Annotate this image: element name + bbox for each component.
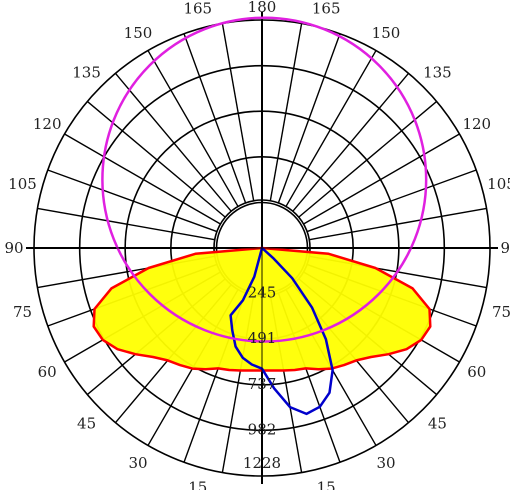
angle-label: 165 bbox=[312, 0, 341, 18]
angle-label: 105 bbox=[487, 175, 510, 193]
spoke-200 bbox=[183, 33, 247, 204]
spoke-190 bbox=[221, 23, 255, 201]
spoke-110 bbox=[306, 169, 477, 233]
angle-label: 135 bbox=[423, 64, 452, 82]
angle-label: 150 bbox=[372, 24, 401, 42]
radial-tick-label: 491 bbox=[248, 329, 277, 347]
spoke-100 bbox=[309, 207, 487, 241]
angle-label: 90 bbox=[500, 239, 510, 257]
angle-label: 105 bbox=[8, 175, 37, 193]
angle-label: 135 bbox=[72, 64, 101, 82]
angle-label: 0 bbox=[257, 487, 267, 490]
angle-label: 180 bbox=[248, 0, 277, 16]
angle-label: 120 bbox=[462, 115, 491, 133]
radial-tick-label: 1228 bbox=[243, 454, 281, 472]
angle-label: 60 bbox=[38, 363, 57, 381]
spoke-230 bbox=[86, 100, 226, 218]
series-layer bbox=[34, 16, 490, 476]
angle-label: 60 bbox=[467, 363, 486, 381]
angle-label: 75 bbox=[13, 303, 32, 321]
angle-label: 120 bbox=[33, 115, 62, 133]
angle-label: 15 bbox=[188, 479, 207, 490]
spoke-210 bbox=[147, 50, 239, 207]
series-curve-1 bbox=[229, 246, 334, 416]
angle-label: 15 bbox=[317, 479, 336, 490]
angle-label: 150 bbox=[124, 24, 153, 42]
spoke-130 bbox=[298, 100, 438, 218]
spoke-160 bbox=[277, 33, 341, 204]
spoke-220 bbox=[114, 72, 232, 212]
spoke-260 bbox=[37, 207, 215, 241]
radial-tick-label: 245 bbox=[248, 283, 277, 301]
spoke-250 bbox=[47, 169, 218, 233]
spoke-140 bbox=[292, 72, 410, 212]
spoke-240 bbox=[64, 133, 221, 225]
radial-tick-label: 737 bbox=[248, 375, 277, 393]
angle-label: 30 bbox=[376, 454, 395, 472]
angle-label: 30 bbox=[128, 454, 147, 472]
spoke-170 bbox=[269, 23, 303, 201]
spoke-150 bbox=[285, 50, 377, 207]
radial-tick-label: 982 bbox=[248, 420, 277, 438]
angle-label: 75 bbox=[492, 303, 510, 321]
angle-label: 90 bbox=[4, 239, 23, 257]
angle-label: 45 bbox=[428, 414, 447, 432]
series-curve-2 bbox=[101, 16, 428, 343]
angle-label: 165 bbox=[183, 0, 212, 18]
spoke-120 bbox=[303, 133, 460, 225]
angle-label: 45 bbox=[77, 414, 96, 432]
